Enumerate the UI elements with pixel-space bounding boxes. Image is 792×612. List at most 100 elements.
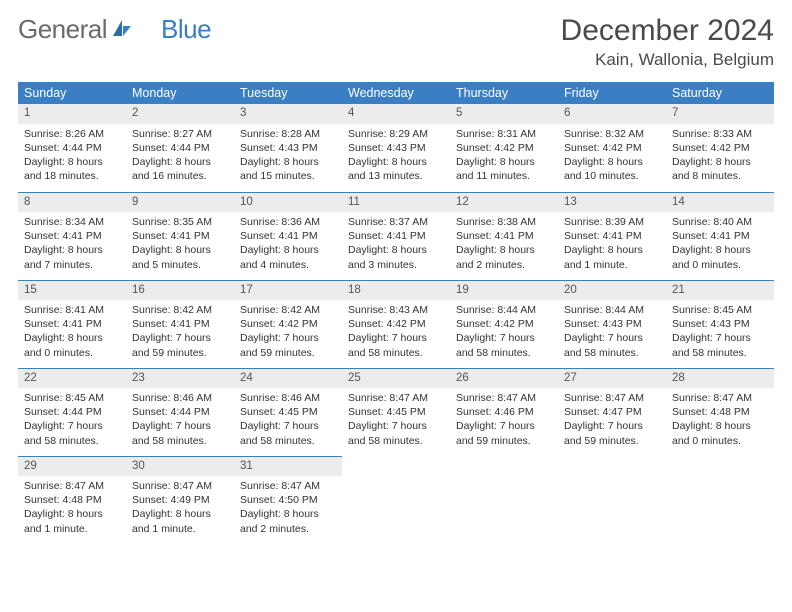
- sunset-line: Sunset: 4:46 PM: [456, 405, 552, 419]
- daylight-line: Daylight: 8 hours and 7 minutes.: [24, 243, 120, 271]
- day-number: 13: [558, 193, 666, 213]
- calendar-day-cell: 17Sunrise: 8:42 AMSunset: 4:42 PMDayligh…: [234, 280, 342, 368]
- sunrise-line: Sunrise: 8:41 AM: [24, 303, 120, 317]
- daylight-line: Daylight: 8 hours and 1 minute.: [132, 507, 228, 535]
- sunrise-line: Sunrise: 8:35 AM: [132, 215, 228, 229]
- sunset-line: Sunset: 4:41 PM: [672, 229, 768, 243]
- weekday-header: Tuesday: [234, 82, 342, 104]
- sunrise-line: Sunrise: 8:47 AM: [348, 391, 444, 405]
- day-number: 24: [234, 369, 342, 389]
- day-number: 15: [18, 281, 126, 301]
- daylight-line: Daylight: 7 hours and 58 minutes.: [24, 419, 120, 447]
- day-details: Sunrise: 8:39 AMSunset: 4:41 PMDaylight:…: [558, 212, 666, 278]
- day-details: Sunrise: 8:44 AMSunset: 4:42 PMDaylight:…: [450, 300, 558, 366]
- daylight-line: Daylight: 8 hours and 4 minutes.: [240, 243, 336, 271]
- sunset-line: Sunset: 4:41 PM: [24, 317, 120, 331]
- sunset-line: Sunset: 4:47 PM: [564, 405, 660, 419]
- day-number: 19: [450, 281, 558, 301]
- calendar-header-row: SundayMondayTuesdayWednesdayThursdayFrid…: [18, 82, 774, 104]
- day-details: Sunrise: 8:32 AMSunset: 4:42 PMDaylight:…: [558, 124, 666, 190]
- sunrise-line: Sunrise: 8:47 AM: [456, 391, 552, 405]
- day-number: 6: [558, 104, 666, 124]
- day-details: Sunrise: 8:27 AMSunset: 4:44 PMDaylight:…: [126, 124, 234, 190]
- sunset-line: Sunset: 4:44 PM: [24, 141, 120, 155]
- calendar-day-cell: 29Sunrise: 8:47 AMSunset: 4:48 PMDayligh…: [18, 456, 126, 544]
- sunrise-line: Sunrise: 8:45 AM: [24, 391, 120, 405]
- calendar-day-cell: 11Sunrise: 8:37 AMSunset: 4:41 PMDayligh…: [342, 192, 450, 280]
- day-details: Sunrise: 8:45 AMSunset: 4:43 PMDaylight:…: [666, 300, 774, 366]
- day-details: Sunrise: 8:47 AMSunset: 4:48 PMDaylight:…: [666, 388, 774, 454]
- day-number: 17: [234, 281, 342, 301]
- sunset-line: Sunset: 4:45 PM: [348, 405, 444, 419]
- weekday-header: Friday: [558, 82, 666, 104]
- weekday-header: Thursday: [450, 82, 558, 104]
- sunrise-line: Sunrise: 8:33 AM: [672, 127, 768, 141]
- day-number: 20: [558, 281, 666, 301]
- day-number: 25: [342, 369, 450, 389]
- sunset-line: Sunset: 4:48 PM: [24, 493, 120, 507]
- day-number: 12: [450, 193, 558, 213]
- daylight-line: Daylight: 7 hours and 59 minutes.: [456, 419, 552, 447]
- calendar-day-cell: 10Sunrise: 8:36 AMSunset: 4:41 PMDayligh…: [234, 192, 342, 280]
- location-text: Kain, Wallonia, Belgium: [561, 50, 774, 70]
- calendar-day-cell: 27Sunrise: 8:47 AMSunset: 4:47 PMDayligh…: [558, 368, 666, 456]
- calendar-week-row: 15Sunrise: 8:41 AMSunset: 4:41 PMDayligh…: [18, 280, 774, 368]
- calendar-day-cell: 23Sunrise: 8:46 AMSunset: 4:44 PMDayligh…: [126, 368, 234, 456]
- day-number: 10: [234, 193, 342, 213]
- sunrise-line: Sunrise: 8:42 AM: [240, 303, 336, 317]
- daylight-line: Daylight: 8 hours and 0 minutes.: [672, 243, 768, 271]
- day-number: 1: [18, 104, 126, 124]
- day-details: Sunrise: 8:42 AMSunset: 4:41 PMDaylight:…: [126, 300, 234, 366]
- calendar-day-cell: 8Sunrise: 8:34 AMSunset: 4:41 PMDaylight…: [18, 192, 126, 280]
- day-number: 3: [234, 104, 342, 124]
- day-details: Sunrise: 8:38 AMSunset: 4:41 PMDaylight:…: [450, 212, 558, 278]
- sunrise-line: Sunrise: 8:46 AM: [240, 391, 336, 405]
- daylight-line: Daylight: 7 hours and 58 minutes.: [348, 419, 444, 447]
- title-block: December 2024 Kain, Wallonia, Belgium: [561, 14, 774, 70]
- sunset-line: Sunset: 4:41 PM: [240, 229, 336, 243]
- daylight-line: Daylight: 8 hours and 15 minutes.: [240, 155, 336, 183]
- calendar-day-cell: 25Sunrise: 8:47 AMSunset: 4:45 PMDayligh…: [342, 368, 450, 456]
- day-number: 7: [666, 104, 774, 124]
- calendar-day-cell: 4Sunrise: 8:29 AMSunset: 4:43 PMDaylight…: [342, 104, 450, 192]
- daylight-line: Daylight: 7 hours and 59 minutes.: [564, 419, 660, 447]
- brand-text-blue: Blue: [161, 14, 211, 45]
- calendar-day-cell: 18Sunrise: 8:43 AMSunset: 4:42 PMDayligh…: [342, 280, 450, 368]
- sunset-line: Sunset: 4:41 PM: [564, 229, 660, 243]
- brand-sail-icon: [111, 14, 133, 45]
- calendar-table: SundayMondayTuesdayWednesdayThursdayFrid…: [18, 82, 774, 544]
- daylight-line: Daylight: 8 hours and 0 minutes.: [672, 419, 768, 447]
- sunrise-line: Sunrise: 8:39 AM: [564, 215, 660, 229]
- sunrise-line: Sunrise: 8:26 AM: [24, 127, 120, 141]
- sunrise-line: Sunrise: 8:37 AM: [348, 215, 444, 229]
- calendar-day-cell: 24Sunrise: 8:46 AMSunset: 4:45 PMDayligh…: [234, 368, 342, 456]
- sunrise-line: Sunrise: 8:32 AM: [564, 127, 660, 141]
- calendar-day-cell: 22Sunrise: 8:45 AMSunset: 4:44 PMDayligh…: [18, 368, 126, 456]
- day-details: Sunrise: 8:47 AMSunset: 4:49 PMDaylight:…: [126, 476, 234, 542]
- day-details: Sunrise: 8:47 AMSunset: 4:45 PMDaylight:…: [342, 388, 450, 454]
- daylight-line: Daylight: 8 hours and 1 minute.: [24, 507, 120, 535]
- calendar-day-cell: 12Sunrise: 8:38 AMSunset: 4:41 PMDayligh…: [450, 192, 558, 280]
- sunset-line: Sunset: 4:44 PM: [132, 405, 228, 419]
- month-title: December 2024: [561, 14, 774, 48]
- day-number: 23: [126, 369, 234, 389]
- calendar-body: 1Sunrise: 8:26 AMSunset: 4:44 PMDaylight…: [18, 104, 774, 544]
- sunset-line: Sunset: 4:42 PM: [456, 141, 552, 155]
- calendar-day-cell: 3Sunrise: 8:28 AMSunset: 4:43 PMDaylight…: [234, 104, 342, 192]
- day-details: Sunrise: 8:46 AMSunset: 4:44 PMDaylight:…: [126, 388, 234, 454]
- day-details: Sunrise: 8:28 AMSunset: 4:43 PMDaylight:…: [234, 124, 342, 190]
- day-details: Sunrise: 8:29 AMSunset: 4:43 PMDaylight:…: [342, 124, 450, 190]
- sunset-line: Sunset: 4:48 PM: [672, 405, 768, 419]
- day-details: Sunrise: 8:44 AMSunset: 4:43 PMDaylight:…: [558, 300, 666, 366]
- day-details: Sunrise: 8:47 AMSunset: 4:50 PMDaylight:…: [234, 476, 342, 542]
- day-details: Sunrise: 8:46 AMSunset: 4:45 PMDaylight:…: [234, 388, 342, 454]
- daylight-line: Daylight: 8 hours and 2 minutes.: [456, 243, 552, 271]
- daylight-line: Daylight: 7 hours and 58 minutes.: [672, 331, 768, 359]
- day-number: 26: [450, 369, 558, 389]
- daylight-line: Daylight: 8 hours and 0 minutes.: [24, 331, 120, 359]
- day-number: 11: [342, 193, 450, 213]
- sunset-line: Sunset: 4:41 PM: [24, 229, 120, 243]
- sunrise-line: Sunrise: 8:42 AM: [132, 303, 228, 317]
- day-details: Sunrise: 8:35 AMSunset: 4:41 PMDaylight:…: [126, 212, 234, 278]
- sunrise-line: Sunrise: 8:28 AM: [240, 127, 336, 141]
